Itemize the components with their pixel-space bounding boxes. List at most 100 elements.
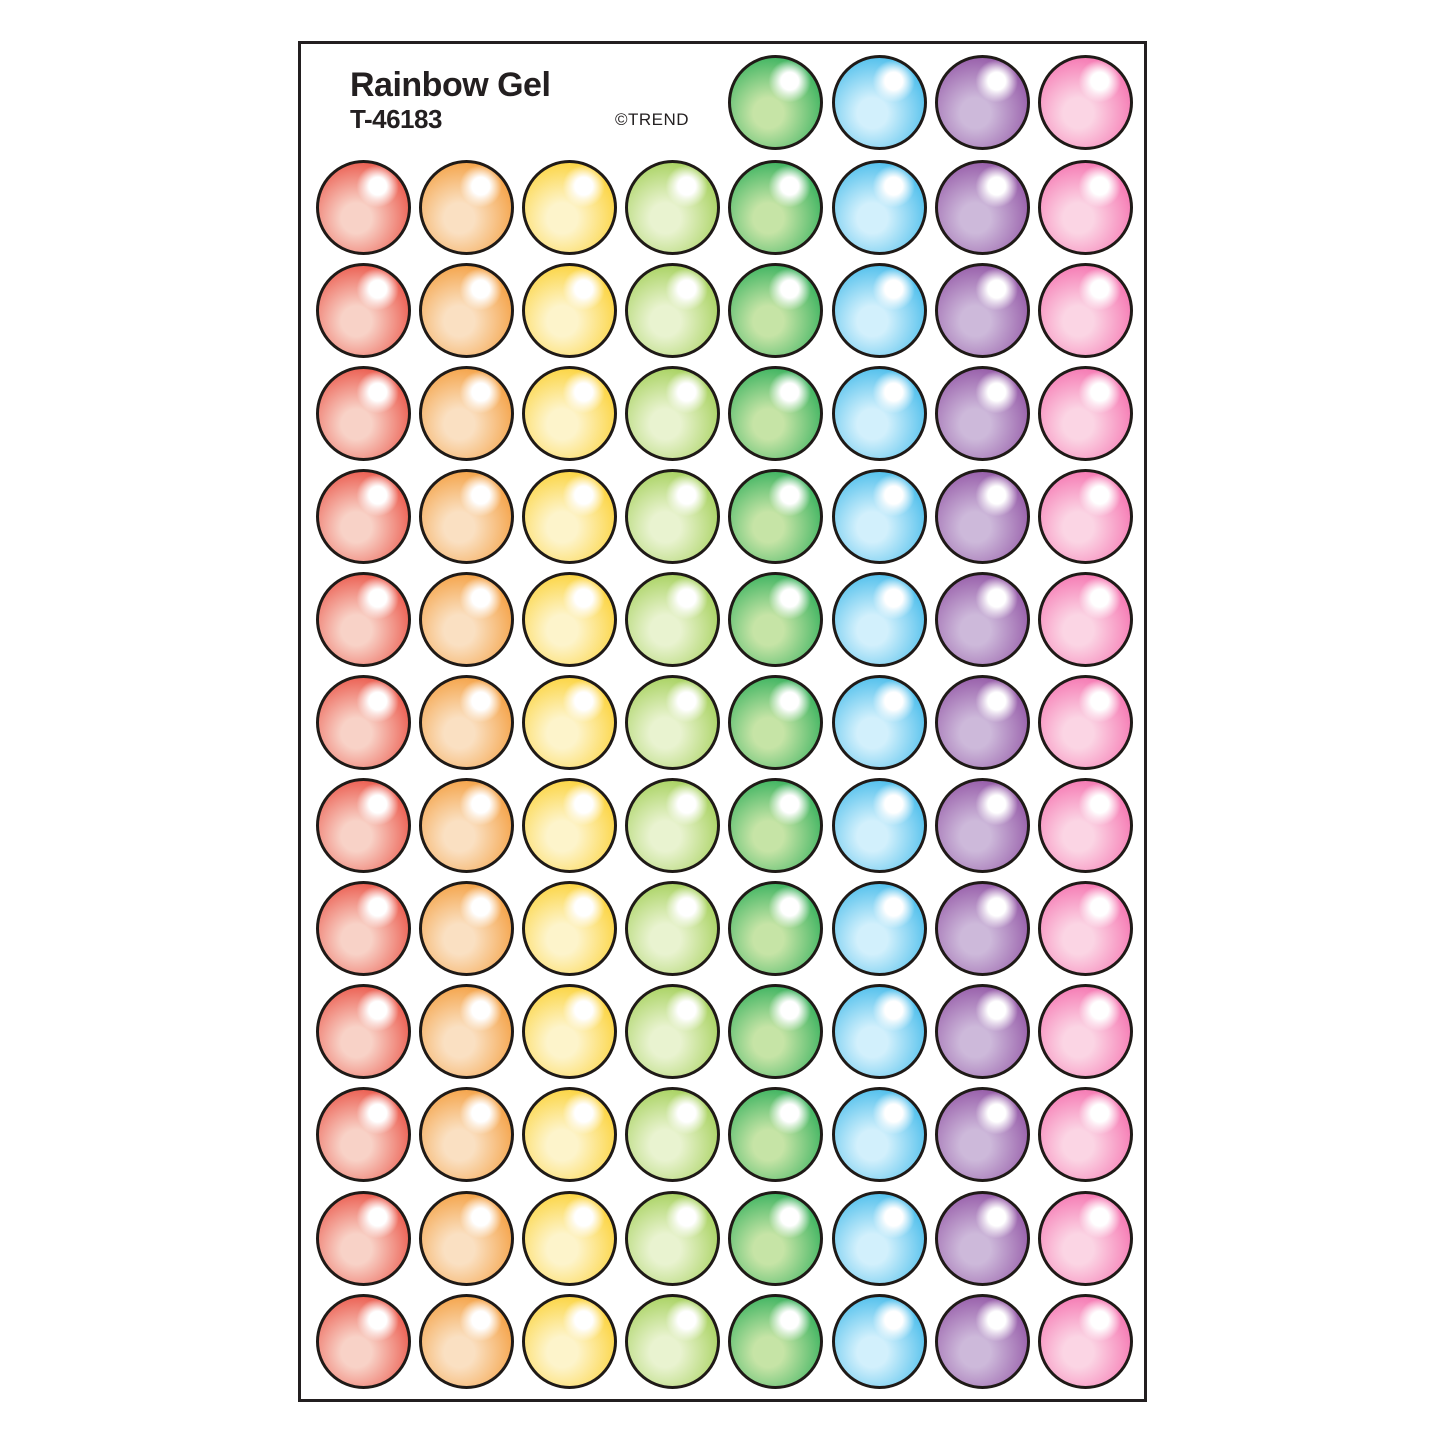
sticker-dot-yellow <box>521 778 617 874</box>
sticker-dot-purple <box>934 365 1030 461</box>
sticker-dot-purple <box>934 984 1030 1080</box>
sticker-dot-pink <box>1037 778 1133 874</box>
sticker-dot-yellow <box>521 571 617 667</box>
sticker-dot-blue <box>831 468 927 564</box>
product-code: T-46183 <box>350 104 442 134</box>
sticker-dot-yellow-green <box>625 571 721 667</box>
sticker-dot-blue <box>831 159 927 255</box>
sticker-dot-yellow <box>521 881 617 977</box>
sticker-dot-orange <box>418 571 514 667</box>
sticker-dot-pink <box>1037 159 1133 255</box>
sticker-dot-blue <box>831 984 927 1080</box>
sticker-dot-red <box>315 262 411 358</box>
sticker-dot-green <box>728 675 824 770</box>
sticker-dot-blue <box>831 1190 927 1286</box>
sticker-dot-pink <box>1037 675 1133 770</box>
sticker-dot-pink <box>1037 1293 1133 1389</box>
sticker-dot-yellow <box>521 984 617 1080</box>
sticker-dot-blue <box>831 881 927 977</box>
sticker-dot-green <box>728 1087 824 1183</box>
sticker-dot-yellow-green <box>625 1293 721 1389</box>
sticker-dot-yellow-green <box>625 1190 721 1286</box>
sticker-dot-pink <box>1037 54 1133 150</box>
sticker-dot-red <box>315 571 411 667</box>
sticker-dot-pink <box>1037 984 1133 1080</box>
sticker-dot-pink <box>1037 1087 1133 1183</box>
sticker-dot-yellow <box>521 675 617 770</box>
sticker-dot-blue <box>831 778 927 874</box>
sticker-dot-green <box>728 54 824 150</box>
sticker-dot-orange <box>418 365 514 461</box>
sticker-dot-orange <box>418 778 514 874</box>
sticker-dot-orange <box>418 675 514 770</box>
sticker-dot-red <box>315 365 411 461</box>
sticker-dot-green <box>728 984 824 1080</box>
sticker-dot-green <box>728 1293 824 1389</box>
sticker-dot-red <box>315 778 411 874</box>
sticker-dot-green <box>728 159 824 255</box>
sticker-dot-yellow-green <box>625 262 721 358</box>
sticker-grid <box>301 44 1144 1399</box>
sticker-dot-purple <box>934 675 1030 770</box>
product-title: Rainbow Gel <box>350 66 551 104</box>
sticker-dot-red <box>315 1087 411 1183</box>
sticker-dot-orange <box>418 262 514 358</box>
sticker-dot-pink <box>1037 468 1133 564</box>
sticker-dot-pink <box>1037 262 1133 358</box>
sticker-dot-yellow-green <box>625 675 721 770</box>
sticker-dot-purple <box>934 778 1030 874</box>
sticker-dot-blue <box>831 571 927 667</box>
sticker-dot-purple <box>934 468 1030 564</box>
sticker-dot-blue <box>831 262 927 358</box>
sticker-dot-orange <box>418 1087 514 1183</box>
sticker-dot-yellow-green <box>625 365 721 461</box>
sticker-dot-purple <box>934 54 1030 150</box>
sticker-dot-yellow <box>521 262 617 358</box>
sticker-dot-orange <box>418 1293 514 1389</box>
sticker-dot-yellow <box>521 1190 617 1286</box>
sticker-dot-red <box>315 675 411 770</box>
sticker-sheet: Rainbow Gel T-46183 ©TREND <box>298 41 1147 1402</box>
sticker-dot-green <box>728 881 824 977</box>
sticker-dot-orange <box>418 1190 514 1286</box>
sticker-dot-pink <box>1037 881 1133 977</box>
sticker-dot-blue <box>831 1087 927 1183</box>
sticker-dot-pink <box>1037 365 1133 461</box>
sticker-dot-red <box>315 1293 411 1389</box>
sticker-dot-orange <box>418 159 514 255</box>
sticker-dot-blue <box>831 1293 927 1389</box>
sticker-dot-blue <box>831 675 927 770</box>
sticker-dot-orange <box>418 468 514 564</box>
sticker-dot-red <box>315 159 411 255</box>
sticker-dot-purple <box>934 1087 1030 1183</box>
sticker-dot-green <box>728 571 824 667</box>
sticker-dot-pink <box>1037 1190 1133 1286</box>
sticker-dot-purple <box>934 571 1030 667</box>
sticker-dot-yellow <box>521 468 617 564</box>
sticker-dot-purple <box>934 159 1030 255</box>
sticker-dot-purple <box>934 262 1030 358</box>
sticker-dot-purple <box>934 1293 1030 1389</box>
sticker-dot-pink <box>1037 571 1133 667</box>
sticker-dot-yellow <box>521 1087 617 1183</box>
sticker-dot-yellow <box>521 365 617 461</box>
sticker-dot-purple <box>934 1190 1030 1286</box>
sticker-dot-green <box>728 778 824 874</box>
sticker-dot-green <box>728 262 824 358</box>
sticker-dot-blue <box>831 54 927 150</box>
sticker-dot-red <box>315 1190 411 1286</box>
sticker-dot-yellow-green <box>625 1087 721 1183</box>
trend-copyright-mark: ©TREND <box>615 110 690 129</box>
sticker-dot-yellow-green <box>625 881 721 977</box>
sticker-dot-yellow <box>521 1293 617 1389</box>
sticker-dot-red <box>315 881 411 977</box>
sticker-dot-yellow-green <box>625 468 721 564</box>
sticker-dot-yellow-green <box>625 778 721 874</box>
sticker-dot-green <box>728 365 824 461</box>
sticker-dot-yellow-green <box>625 984 721 1080</box>
sticker-dot-orange <box>418 984 514 1080</box>
sticker-dot-yellow <box>521 159 617 255</box>
sticker-dot-green <box>728 1190 824 1286</box>
sticker-dot-purple <box>934 881 1030 977</box>
